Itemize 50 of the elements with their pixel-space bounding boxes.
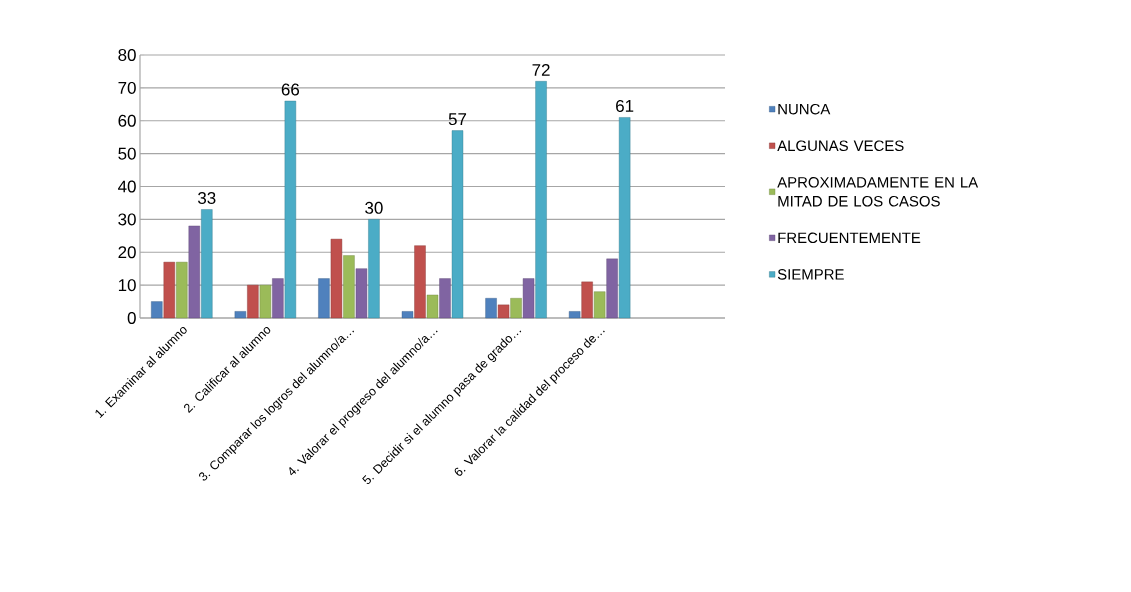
bar [568, 311, 581, 319]
legend-label: APROXIMADAMENTE EN LA MITAD DE LOS CASOS [777, 177, 979, 207]
legend-label: NUNCA [778, 103, 831, 115]
bar [163, 261, 175, 319]
bar [522, 278, 535, 319]
y-tick-label: 70 [118, 81, 136, 94]
bar [247, 284, 259, 319]
bar [343, 255, 355, 319]
bar [234, 311, 247, 319]
bar [284, 100, 297, 319]
bar [368, 219, 380, 319]
bar [439, 278, 451, 319]
bar [535, 81, 547, 319]
bar [188, 225, 200, 319]
bar [485, 298, 497, 319]
bar [401, 311, 414, 319]
bar [355, 268, 368, 319]
bar [272, 278, 284, 319]
bar [593, 291, 606, 319]
y-tick-label: 40 [118, 180, 136, 193]
data-label: 66 [281, 83, 300, 96]
bar [497, 304, 510, 319]
data-label: 57 [448, 113, 467, 126]
y-tick-label: 80 [118, 49, 136, 62]
data-label: 30 [365, 201, 383, 214]
legend-label: ALGUNAS VECES [777, 140, 904, 152]
bar [581, 281, 593, 319]
y-tick-label: 60 [118, 114, 136, 127]
bar [510, 298, 522, 319]
bar [618, 117, 631, 319]
bar [414, 245, 426, 319]
data-label: 33 [198, 192, 216, 204]
y-tick-label: 10 [118, 279, 136, 292]
bar [426, 294, 439, 319]
bar [176, 261, 188, 319]
bar [151, 301, 163, 319]
y-tick-label: 0 [127, 312, 136, 324]
bar [606, 258, 618, 319]
y-tick-label: 20 [118, 246, 136, 259]
bar [201, 209, 213, 319]
bar [259, 284, 272, 319]
y-tick-label: 30 [118, 213, 136, 226]
bar [318, 278, 330, 319]
bar [451, 130, 464, 319]
data-label: 61 [616, 99, 634, 112]
legend-label: SIEMPRE [777, 269, 844, 280]
legend-label: FRECUENTEMENTE [778, 232, 921, 244]
y-tick-label: 50 [118, 147, 136, 160]
bar [330, 238, 343, 319]
data-label: 72 [532, 63, 550, 76]
